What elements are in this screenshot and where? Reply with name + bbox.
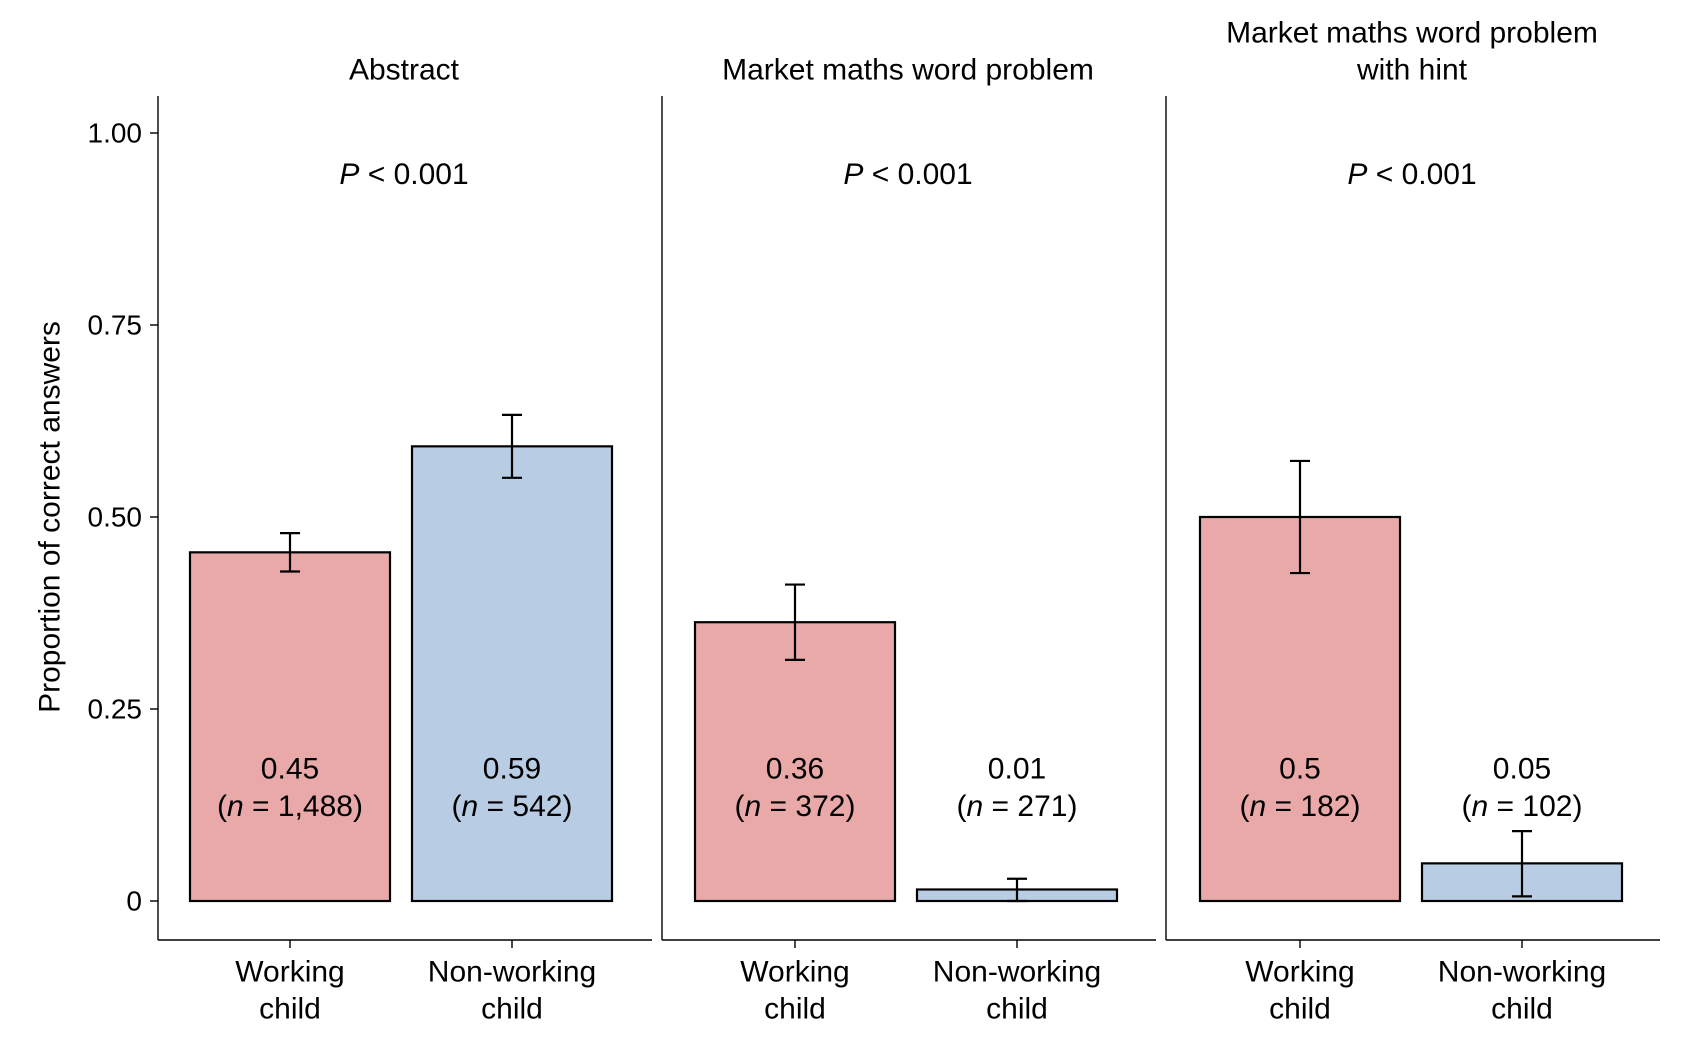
- x-tick-label: child: [259, 993, 321, 1026]
- panel-title: Market maths word problem: [722, 54, 1094, 87]
- x-tick-label: child: [986, 993, 1048, 1026]
- p-value-label: P < 0.001: [843, 158, 972, 191]
- y-tick-label: 1.00: [88, 118, 143, 149]
- p-value-label: P < 0.001: [339, 158, 468, 191]
- bar-n-label: (n = 182): [1240, 790, 1361, 823]
- y-axis-title: Proportion of correct answers: [34, 321, 67, 713]
- bar-value-label: 0.01: [988, 753, 1046, 786]
- panel-title: with hint: [1356, 54, 1468, 87]
- panel-title: Market maths word problem: [1226, 17, 1598, 50]
- bar-n-label: (n = 542): [452, 790, 573, 823]
- x-tick-label: child: [764, 993, 826, 1026]
- x-tick-label: Non-working: [933, 956, 1101, 989]
- bar-n-label: (n = 372): [735, 790, 856, 823]
- x-tick-label: child: [1269, 993, 1331, 1026]
- bar-value-label: 0.5: [1279, 753, 1321, 786]
- bar: [410, 445, 614, 903]
- bar-n-label: (n = 1,488): [217, 790, 363, 823]
- bar-value-label: 0.05: [1493, 753, 1551, 786]
- x-tick-label: Working: [1245, 956, 1354, 989]
- x-tick-label: Working: [235, 956, 344, 989]
- bar-value-label: 0.59: [483, 753, 541, 786]
- bar-value-label: 0.45: [261, 753, 319, 786]
- y-tick-label: 0.50: [88, 502, 143, 533]
- x-tick-label: Non-working: [1438, 956, 1606, 989]
- x-tick-label: Working: [740, 956, 849, 989]
- bar: [693, 621, 897, 903]
- x-tick-label: child: [481, 993, 543, 1026]
- x-tick-label: child: [1491, 993, 1553, 1026]
- y-tick-label: 0: [126, 886, 142, 917]
- bar: [1198, 515, 1402, 903]
- panel-title: Abstract: [349, 54, 460, 87]
- y-tick-label: 0.75: [88, 310, 143, 341]
- y-tick-label: 0.25: [88, 694, 143, 725]
- p-value-label: P < 0.001: [1347, 158, 1476, 191]
- bar-n-label: (n = 102): [1462, 790, 1583, 823]
- x-tick-label: Non-working: [428, 956, 596, 989]
- bar-value-label: 0.36: [766, 753, 824, 786]
- bar-n-label: (n = 271): [957, 790, 1078, 823]
- bar: [188, 551, 392, 903]
